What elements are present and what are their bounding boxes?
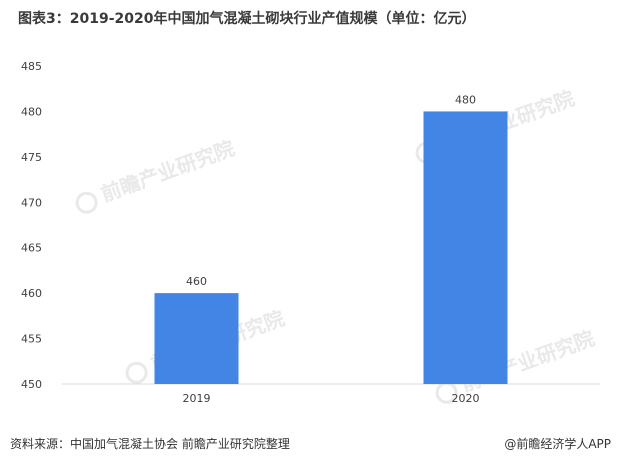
bar-2019: [154, 293, 239, 384]
x-tick-label: 2020: [452, 392, 480, 405]
y-tick-label: 480: [21, 105, 42, 118]
brand-credit: @前瞻经济学人APP: [504, 437, 611, 451]
y-tick-label: 450: [21, 378, 42, 391]
y-tick-label: 485: [21, 60, 42, 73]
chart-title: 图表3：2019-2020年中国加气混凝土砌块行业产值规模（单位：亿元）: [18, 11, 476, 27]
x-tick-label: 2019: [183, 392, 211, 405]
bar-2020: [423, 111, 508, 384]
source-note: 资料来源：中国加气混凝土协会 前瞻产业研究院整理: [10, 437, 290, 451]
data-label: 460: [186, 275, 207, 288]
chart-area: 450 455 460 465 470 475 480 485 460 2019 480 2020: [0, 44, 621, 414]
y-tick-label: 475: [21, 151, 42, 164]
y-tick-label: 455: [21, 333, 42, 346]
y-tick-label: 460: [21, 287, 42, 300]
y-tick-label: 470: [21, 196, 42, 209]
bar-chart: 450 455 460 465 470 475 480 485 460 2019 480 2020: [21, 60, 600, 405]
y-tick-label: 465: [21, 242, 42, 255]
data-label: 480: [455, 93, 476, 106]
